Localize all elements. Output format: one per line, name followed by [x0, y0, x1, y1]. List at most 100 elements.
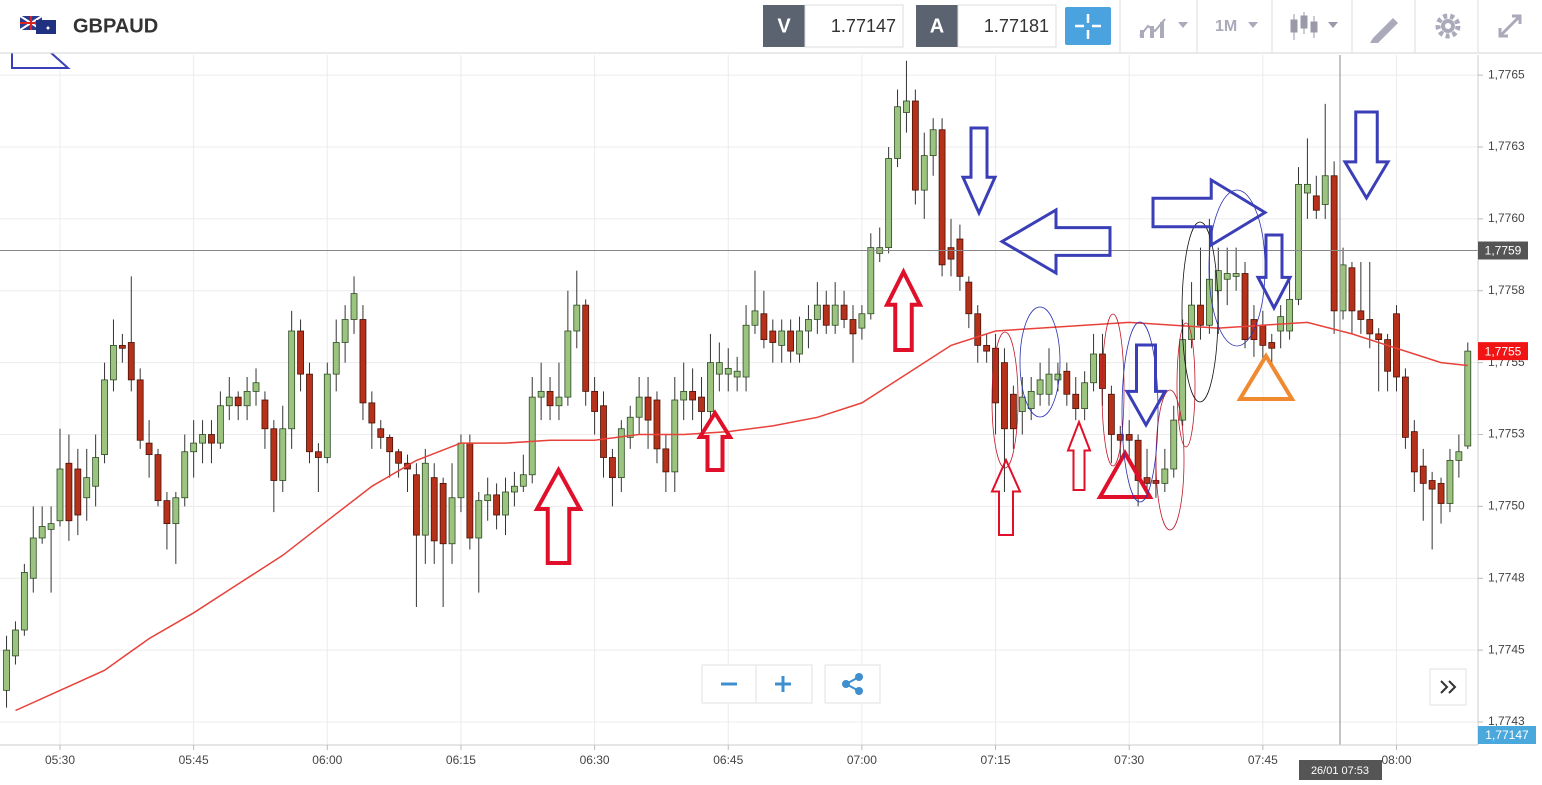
candle-body [386, 436, 394, 453]
drawn-arrow [960, 126, 998, 217]
x-tick-label: 07:30 [1114, 753, 1144, 767]
candle-body [1170, 419, 1178, 470]
crosshair-price: 1,7759 [1485, 244, 1522, 258]
y-tick-label: 1,7758 [1488, 283, 1525, 297]
candle-body [849, 319, 857, 335]
candle-body [822, 304, 830, 326]
candle-body [733, 370, 741, 378]
candle-body [796, 330, 803, 355]
drawn-ellipse [991, 331, 1019, 469]
candle-body [1197, 304, 1204, 326]
candle-body [805, 319, 812, 332]
zoom-in-button[interactable] [775, 676, 791, 692]
candle-body [1027, 390, 1035, 410]
candle-body [1223, 273, 1231, 280]
candle-body [412, 474, 420, 536]
crosshair-time-box [1299, 760, 1382, 780]
x-tick-label: 07:15 [981, 753, 1011, 767]
candle-body [502, 491, 509, 516]
y-tick-label: 1,7753 [1488, 427, 1525, 441]
period-button[interactable]: 1M [1215, 18, 1258, 35]
drawn-arrow [1255, 233, 1293, 312]
drawn-arrow [1151, 177, 1268, 248]
candle-body [528, 396, 536, 476]
candle-body [573, 304, 581, 332]
crosshair-time: 26/01 07:53 [1311, 765, 1369, 777]
candle-body [457, 442, 465, 499]
candle-body [1419, 465, 1427, 484]
zoom-box [701, 664, 813, 704]
y-tick-label: 1,7750 [1488, 499, 1525, 513]
candle-body [858, 313, 866, 329]
candle-body [83, 477, 91, 499]
candle-body [377, 428, 385, 438]
candle-body [885, 158, 893, 249]
candle-body [181, 451, 189, 499]
drawn-ellipse [1176, 322, 1196, 448]
candle-body [190, 442, 198, 453]
candle-body [760, 313, 768, 341]
candle-body [1402, 376, 1409, 438]
candle-body [511, 485, 518, 493]
drawn-arrow [999, 207, 1112, 276]
candle-body [1152, 480, 1160, 484]
candle-body [1018, 396, 1026, 412]
candle-body [297, 330, 304, 375]
bid-tag-box [763, 5, 805, 47]
candle-body [1036, 379, 1044, 395]
candle-body [288, 330, 296, 430]
candle-body [1134, 439, 1142, 481]
candle-body [12, 629, 19, 657]
candle-body [903, 100, 910, 113]
candle-body [1410, 431, 1418, 473]
candle-body [1268, 342, 1276, 349]
candle-body [279, 428, 287, 481]
candle-body [929, 129, 937, 157]
settings-button[interactable] [1435, 13, 1461, 39]
candle-body [1295, 183, 1302, 300]
share-button[interactable] [824, 664, 881, 704]
toolbar: GBPAUD V 1.77147 A 1.77181 1M [0, 0, 1542, 54]
candle-body [252, 382, 260, 392]
scroll-end-button[interactable] [1429, 668, 1467, 706]
candle-body [609, 457, 616, 479]
chart-type-button[interactable] [1139, 18, 1188, 38]
period: 1M [1215, 18, 1237, 35]
candle-body [689, 390, 697, 401]
candle-body [47, 523, 55, 530]
candle-body [430, 477, 438, 542]
candle-body [1188, 304, 1195, 341]
drawn-triangle [1096, 448, 1154, 499]
draw-button[interactable] [1370, 18, 1398, 43]
candle-body [920, 155, 928, 191]
drawn-arrow [883, 267, 924, 352]
candle-body [1393, 313, 1400, 378]
zoom-controls [701, 664, 1467, 706]
candle-body [368, 402, 376, 424]
candle-body [591, 390, 598, 412]
candle-body [1116, 434, 1124, 441]
crosshair-button[interactable] [1065, 7, 1111, 45]
drawn-ellipse [1121, 321, 1159, 503]
x-tick-label: 05:45 [179, 753, 209, 767]
candle-body [1179, 339, 1187, 421]
candle-body [118, 344, 126, 349]
candle-style-button[interactable] [1290, 12, 1338, 40]
ask-tag: A [930, 15, 944, 37]
candle-body [626, 416, 634, 438]
candle-body [20, 572, 28, 631]
candle-body [956, 238, 964, 277]
candle-body [1286, 298, 1293, 332]
y-tick-label: 1,7765 [1488, 67, 1525, 81]
fullscreen-button[interactable] [1498, 14, 1522, 38]
candle-body [778, 330, 786, 346]
candle-body [680, 390, 688, 401]
candle-body [395, 451, 402, 464]
ask-price: 1.77181 [984, 16, 1049, 36]
candle-body [644, 396, 652, 421]
candle-body [1259, 324, 1267, 346]
x-tick-label: 06:15 [446, 753, 476, 767]
x-tick-label: 06:00 [312, 753, 342, 767]
candle-body [1232, 273, 1240, 277]
symbol: GBPAUD [73, 15, 158, 37]
